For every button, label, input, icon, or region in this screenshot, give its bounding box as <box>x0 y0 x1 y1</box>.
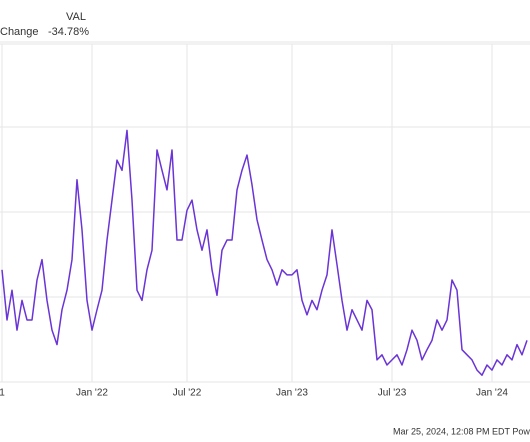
x-tick-label: Jan '24 <box>476 388 508 399</box>
change-label: Change <box>0 26 39 38</box>
x-tick-label: Jul '22 <box>173 388 202 399</box>
legend-header: VAL <box>66 11 86 23</box>
change-value: -34.78% <box>48 26 89 38</box>
x-tick-label: Jan '23 <box>276 388 308 399</box>
x-tick-label: Jan '22 <box>76 388 108 399</box>
x-tick-label: Jul '23 <box>378 388 407 399</box>
x-tick-label: 1 <box>0 388 5 399</box>
footer: Mar 25, 2024, 12:08 PM EDT Powered by <box>393 426 530 436</box>
price-line <box>1 129 528 376</box>
